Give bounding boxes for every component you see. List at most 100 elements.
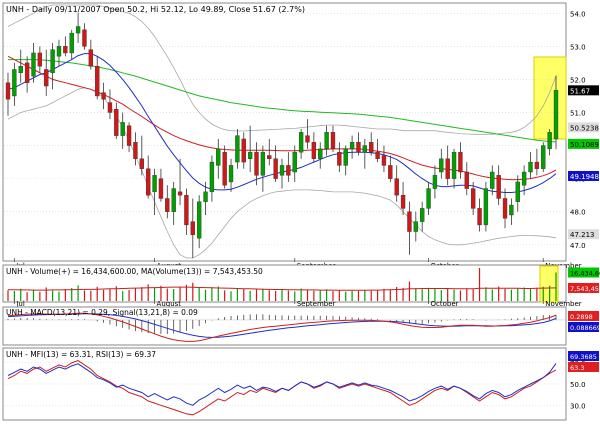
candle-down <box>5 82 11 100</box>
mfi-rsi-lines <box>7 360 557 416</box>
candle-up <box>18 65 23 73</box>
candle-down <box>445 158 450 179</box>
mfi-badge-label: 69.3685 <box>570 353 597 361</box>
candle-up <box>12 69 17 97</box>
macd-badge-label: 0.2898 <box>570 313 593 321</box>
candle-down <box>311 142 317 159</box>
candle-down <box>222 151 227 186</box>
candle-up <box>318 148 323 159</box>
candle-down <box>44 69 49 87</box>
candle-up <box>56 46 62 57</box>
candle-up <box>515 181 520 202</box>
candle-down <box>394 178 399 196</box>
candle-down <box>24 62 30 83</box>
candle-up <box>196 201 202 239</box>
price-y-tick-label: 48.0 <box>570 209 586 217</box>
candle-up <box>413 221 418 232</box>
candle-up <box>171 188 176 212</box>
mfi-badge-label: 63.3 <box>570 364 584 372</box>
mfi-badge-bg <box>568 351 599 361</box>
candle-up <box>260 151 266 176</box>
macd-panel: UNH - MACD(13,21) = 0.29, Signal(13,21,8… <box>2 306 600 346</box>
candle-down <box>88 49 94 67</box>
rsi-line <box>7 363 557 406</box>
price-y-tick-label: 47.0 <box>570 242 586 250</box>
candle-down <box>126 125 132 146</box>
price-badge-label: 50.1089 <box>570 141 599 149</box>
volume-ma-line <box>8 286 557 291</box>
candle-down <box>337 151 342 166</box>
candle-down <box>158 178 164 199</box>
candle-down <box>241 138 246 163</box>
candle-down <box>254 151 259 176</box>
price-badge-label: 51.67 <box>570 87 590 95</box>
volume-x-axis: Jul August September October November <box>13 300 582 308</box>
candle-down <box>381 155 387 166</box>
volume-badge-label: 7,543,453 <box>570 285 600 293</box>
price-y-tick-label: 51.0 <box>570 109 586 117</box>
mfi-badges: 69.3685 63.3 <box>568 351 599 372</box>
macd-lines <box>7 312 557 342</box>
candle-down <box>464 171 469 189</box>
price-badge-bg <box>568 85 599 96</box>
candle-down <box>165 198 170 212</box>
candle-up <box>216 148 221 166</box>
candle-down <box>369 142 374 153</box>
candle-up <box>31 52 36 77</box>
candle-up <box>439 158 444 173</box>
price-badge-bg <box>568 122 599 133</box>
candle-down <box>470 188 476 209</box>
candle-down <box>400 194 406 209</box>
candle-up <box>343 148 348 166</box>
volume-highlight-box <box>539 265 559 303</box>
candle-down <box>184 194 189 226</box>
macd-histogram <box>4 314 565 335</box>
candle-up <box>152 175 157 193</box>
price-y-tick-label: 54.0 <box>570 10 586 18</box>
candle-up <box>209 161 215 193</box>
candle-up <box>279 165 285 176</box>
candle-down <box>63 46 68 54</box>
candle-up <box>362 145 368 153</box>
candle-down <box>177 191 183 196</box>
candle-up <box>120 122 125 136</box>
candle-down <box>114 108 119 136</box>
candle-down <box>407 211 412 232</box>
candle-down <box>496 175 501 199</box>
candle-down <box>101 92 106 100</box>
candle-up <box>432 175 438 189</box>
candle-up <box>528 161 533 173</box>
volume-x-label: August <box>157 300 182 308</box>
candle-up <box>490 171 495 189</box>
mfi-y-tick-label: 30.0 <box>570 402 586 410</box>
candle-up <box>75 26 81 34</box>
price-badge-bg <box>568 229 599 240</box>
volume-x-label: November <box>545 300 582 308</box>
candle-up <box>451 151 457 179</box>
candle-down <box>146 168 151 196</box>
candle-down <box>458 151 463 173</box>
candle-down <box>388 165 393 179</box>
candle-down <box>37 52 43 67</box>
mfi-panel-title: UNH - MFI(13) = 63.31, RSI(13) = 69.37 <box>6 350 156 359</box>
candle-down <box>375 151 380 159</box>
macd-badge-bg <box>568 311 599 321</box>
macd-signal-line <box>7 313 557 338</box>
price-panel-frame <box>2 2 567 262</box>
candle-down <box>82 29 87 47</box>
volume-ma-line <box>8 286 557 291</box>
bollinger-upper-line <box>7 4 557 135</box>
candle-up <box>298 132 304 153</box>
candle-up <box>203 191 208 202</box>
volume-badge-bg <box>568 267 599 278</box>
candle-down <box>139 158 144 169</box>
candle-down <box>107 102 113 113</box>
candle-up <box>349 142 355 150</box>
price-badges: 51.67 50.5238 50.1089 49.1948 47.213 <box>568 85 599 240</box>
candle-down <box>95 65 100 97</box>
candle-down <box>190 221 195 236</box>
candle-down <box>330 132 336 150</box>
price-panel-title: UNH - Daily 09/11/2007 Open 50.2, Hi 52.… <box>6 5 305 14</box>
candle-up <box>483 188 489 226</box>
volume-panel: UNH - Volume(+) = 16,434,600.00, MA(Volu… <box>2 264 600 308</box>
